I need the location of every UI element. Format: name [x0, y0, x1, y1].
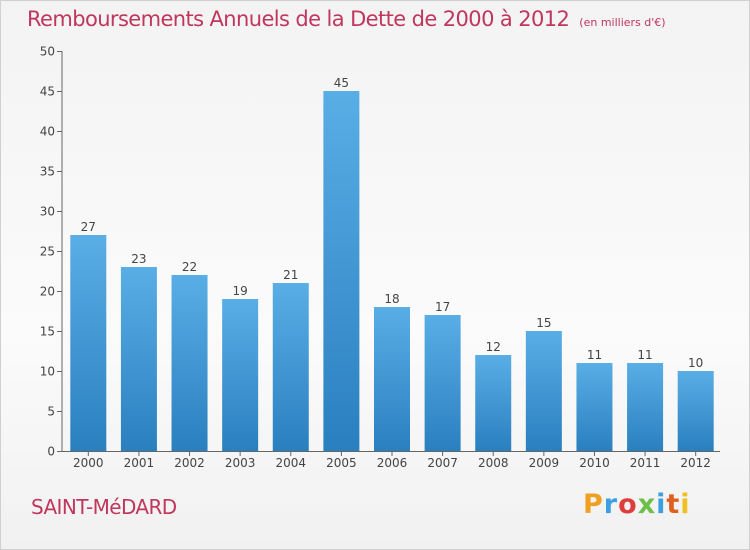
bar-2001[interactable]: [120, 267, 157, 451]
bar-value-label: 18: [384, 292, 399, 306]
bar-value-label: 15: [536, 316, 551, 330]
chart-header: Remboursements Annuels de la Dette de 20…: [27, 7, 666, 31]
bar-2012[interactable]: [677, 371, 714, 451]
x-tick-label: 2007: [427, 456, 458, 470]
bar-2003[interactable]: [222, 299, 259, 451]
x-tick-label: 2003: [225, 456, 256, 470]
x-tick-label: 2005: [326, 456, 357, 470]
bar-value-label: 27: [81, 220, 96, 234]
bar-value-label: 23: [131, 252, 146, 266]
bar-value-label: 45: [334, 76, 349, 90]
y-tick-label: 40: [40, 125, 55, 139]
bar-2008[interactable]: [475, 355, 512, 451]
bar-value-label: 10: [688, 356, 703, 370]
logo-letter: i: [656, 489, 667, 520]
chart-subtitle: (en milliers d'€): [579, 16, 666, 29]
x-tick-label: 2012: [680, 456, 711, 470]
logo-letter: t: [666, 489, 681, 520]
x-tick-label: 2009: [529, 456, 560, 470]
x-tick-label: 2000: [73, 456, 104, 470]
bar-value-label: 22: [182, 260, 197, 274]
logo-letter: P: [583, 489, 604, 520]
x-tick-label: 2010: [579, 456, 610, 470]
y-tick-label: 5: [47, 405, 55, 419]
y-tick-label: 10: [40, 365, 55, 379]
bar-value-label: 11: [637, 348, 652, 362]
bar-2000[interactable]: [70, 235, 107, 451]
y-tick-label: 50: [40, 45, 55, 59]
x-tick-label: 2002: [174, 456, 205, 470]
bar-2011[interactable]: [627, 363, 664, 451]
bar-value-label: 21: [283, 268, 298, 282]
bar-2002[interactable]: [171, 275, 208, 451]
proxiti-logo[interactable]: Proxiti: [583, 489, 691, 520]
y-tick-label: 25: [40, 245, 55, 259]
x-axis: 2000 2001 2002 2003 2004 2005 2006 2007 2008 2009…: [62, 451, 720, 470]
logo-letter: r: [603, 489, 619, 520]
logo-letter: x: [637, 489, 657, 520]
bar-2005[interactable]: [323, 91, 360, 451]
x-tick-label: 2008: [478, 456, 509, 470]
x-tick-label: 2011: [630, 456, 661, 470]
y-axis: 0 5 10 15 20 25 30 35 40 45 50: [40, 45, 63, 459]
bars-group: 27 23 22 19 21 45 18 17 12 15 11 11 10: [70, 76, 714, 451]
bar-value-label: 11: [587, 348, 602, 362]
bar-2004[interactable]: [272, 283, 309, 451]
y-tick-label: 15: [40, 325, 55, 339]
bar-value-label: 17: [435, 300, 450, 314]
y-tick-label: 20: [40, 285, 55, 299]
y-tick-label: 35: [40, 165, 55, 179]
bar-value-label: 19: [233, 284, 248, 298]
y-tick-label: 0: [47, 445, 55, 459]
bar-2009[interactable]: [525, 331, 562, 451]
bar-value-label: 12: [486, 340, 501, 354]
bar-2010[interactable]: [576, 363, 613, 451]
x-tick-label: 2001: [124, 456, 155, 470]
commune-name: SAINT-MéDARD: [31, 495, 177, 519]
x-tick-label: 2004: [275, 456, 306, 470]
bar-2007[interactable]: [424, 315, 461, 451]
logo-letter: i: [680, 489, 691, 520]
y-tick-label: 30: [40, 205, 55, 219]
y-tick-label: 45: [40, 85, 55, 99]
logo-letter: o: [618, 489, 638, 520]
bar-2006[interactable]: [374, 307, 410, 451]
chart-title: Remboursements Annuels de la Dette de 20…: [27, 7, 570, 31]
x-tick-label: 2006: [377, 456, 408, 470]
